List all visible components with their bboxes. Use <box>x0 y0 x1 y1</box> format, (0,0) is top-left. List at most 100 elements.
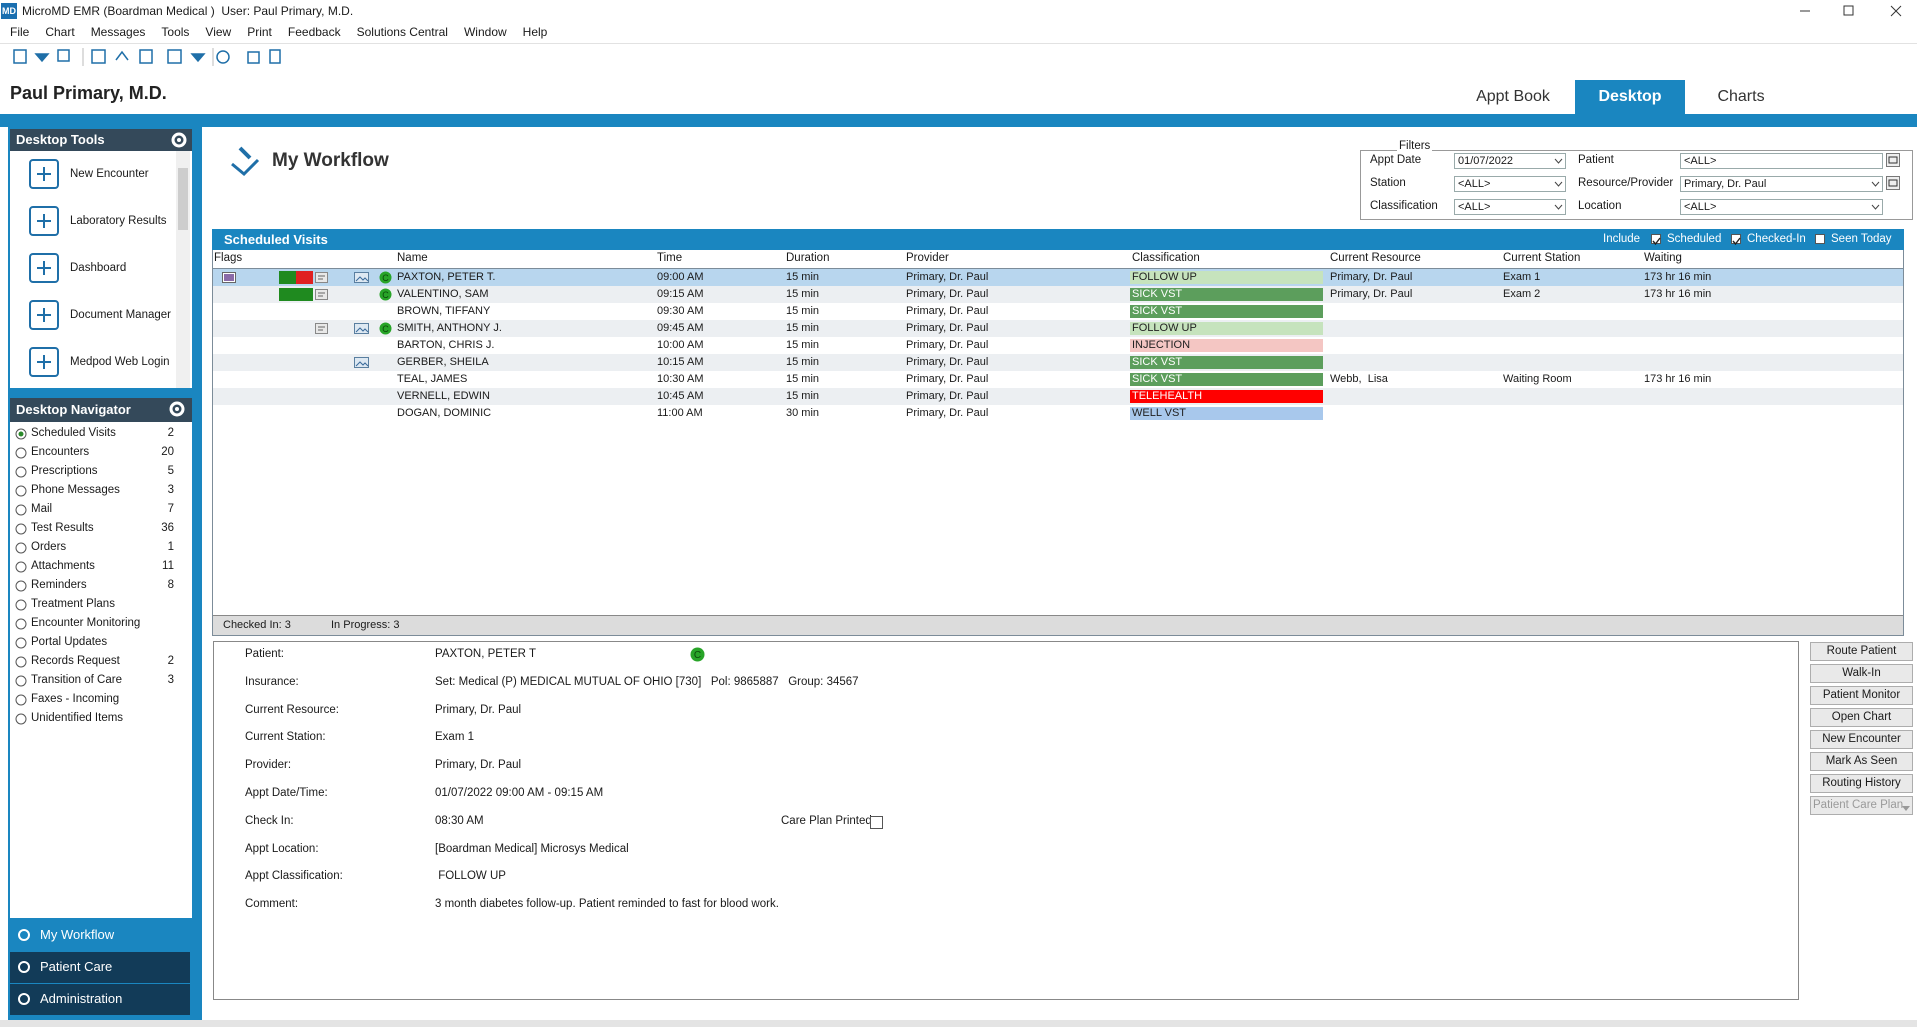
navigator-item[interactable]: Mail <box>31 503 53 515</box>
radio <box>15 675 27 687</box>
filter-field[interactable]: 01/07/2022 <box>1454 153 1566 169</box>
grid-cell: Primary, Dr. Paul <box>906 305 989 317</box>
tool-item[interactable]: Medpod Web Login <box>70 356 170 368</box>
navigator-item[interactable]: Scheduled Visits <box>31 427 116 439</box>
menu-item[interactable]: Print <box>247 25 272 39</box>
dropdown-arrow-graphic <box>1554 181 1563 187</box>
navigator-item[interactable]: Treatment Plans <box>31 598 115 610</box>
navigator-item[interactable]: Unidentified Items <box>31 712 124 724</box>
tool-icon <box>27 251 61 285</box>
grid-row[interactable] <box>213 371 1903 388</box>
classification-cell: SICK VST <box>1132 288 1183 300</box>
checkbox[interactable] <box>870 815 883 829</box>
action-button[interactable]: New Encounter <box>1810 730 1913 749</box>
column-header[interactable]: Name <box>397 252 428 264</box>
grid-row[interactable] <box>213 303 1903 320</box>
dropdown-arrow-graphic <box>1902 806 1910 811</box>
photo-icon-graphic <box>354 357 369 368</box>
grid-cell: Waiting Room <box>1503 373 1572 385</box>
menu-item[interactable]: Feedback <box>287 25 341 39</box>
care-plan-label: Care Plan Printed <box>781 814 872 827</box>
filter-field[interactable]: Primary, Dr. Paul <box>1680 176 1883 192</box>
grid-cell: 30 min <box>786 407 820 419</box>
navigator-item[interactable]: Phone Messages <box>31 484 120 496</box>
grid-cell: 15 min <box>786 339 820 351</box>
navigator-item[interactable]: Faxes - Incoming <box>31 693 120 705</box>
action-button[interactable]: Route Patient <box>1810 642 1913 661</box>
action-button[interactable]: Patient Monitor <box>1810 686 1913 705</box>
bottom-nav-item[interactable]: Patient Care <box>10 952 190 983</box>
tool-icon-graphic <box>29 159 59 189</box>
nav-tab[interactable]: Appt Book <box>1476 88 1550 105</box>
nav-icon-graphic <box>18 993 30 1005</box>
navigator-item[interactable]: Transition of Care <box>31 674 122 686</box>
bottom-nav-item[interactable]: Administration <box>10 984 190 1015</box>
menu-item[interactable]: View <box>205 25 232 39</box>
column-header[interactable]: Current Resource <box>1330 252 1421 264</box>
workflow-title: My Workflow <box>272 150 389 171</box>
tool-item[interactable]: New Encounter <box>70 168 149 180</box>
menu-item[interactable]: Tools <box>161 25 190 39</box>
grid-row[interactable] <box>213 286 1903 303</box>
nav-icon <box>16 991 32 1007</box>
header-rule <box>213 268 1903 269</box>
grid-row[interactable] <box>213 269 1903 286</box>
navigator-item[interactable]: Encounters <box>31 446 90 458</box>
navigator-item[interactable]: Encounter Monitoring <box>31 617 141 629</box>
column-header[interactable]: Time <box>657 252 683 264</box>
action-button[interactable]: Walk-In <box>1810 664 1913 683</box>
radio <box>15 694 27 706</box>
navigator-item[interactable]: Records Request <box>31 655 120 667</box>
menu-item[interactable]: Solutions Central <box>356 25 448 39</box>
grid-row[interactable] <box>213 388 1903 405</box>
menu-item[interactable]: Window <box>463 25 507 39</box>
tool-item[interactable]: Laboratory Results <box>70 215 167 227</box>
nav-tab[interactable]: Charts <box>1717 88 1765 105</box>
navigator-count: 2 <box>167 655 174 667</box>
grid-row[interactable] <box>213 354 1903 371</box>
filter-field[interactable]: <ALL> <box>1454 176 1566 192</box>
action-button[interactable]: Open Chart <box>1810 708 1913 727</box>
dropdown-arrow-graphic <box>1554 158 1563 164</box>
filter-field[interactable]: <ALL> <box>1680 153 1883 169</box>
menu-item[interactable]: Help <box>522 25 548 39</box>
tool-item[interactable]: Document Manager <box>70 309 171 321</box>
column-header[interactable]: Duration <box>786 252 830 264</box>
column-header[interactable]: Current Station <box>1503 252 1581 264</box>
navigator-item[interactable]: Test Results <box>31 522 94 534</box>
note-icon <box>315 323 328 334</box>
menu-item[interactable]: Messages <box>90 25 146 39</box>
checkbox[interactable] <box>1651 234 1661 246</box>
navigator-item[interactable]: Prescriptions <box>31 465 98 477</box>
radio <box>15 466 27 478</box>
column-header[interactable]: Provider <box>906 252 949 264</box>
column-header[interactable]: Classification <box>1132 252 1200 264</box>
header-band <box>0 114 1917 127</box>
navigator-item[interactable]: Reminders <box>31 579 87 591</box>
radio-graphic <box>15 713 27 725</box>
tool-item[interactable]: Dashboard <box>70 262 127 274</box>
navigator-item[interactable]: Orders <box>31 541 67 553</box>
menu-item[interactable]: File <box>10 25 30 39</box>
gear-icon-graphic <box>171 132 187 148</box>
navigator-count: 20 <box>161 446 174 458</box>
bottom-nav-item[interactable]: My Workflow <box>10 920 190 951</box>
navigator-item[interactable]: Attachments <box>31 560 95 572</box>
action-button[interactable]: Mark As Seen <box>1810 752 1913 771</box>
filter-field[interactable]: <ALL> <box>1680 199 1883 215</box>
grid-row[interactable] <box>213 320 1903 337</box>
grid-row[interactable] <box>213 337 1903 354</box>
column-header[interactable]: Waiting <box>1644 252 1682 264</box>
nav-tab[interactable]: Desktop <box>1575 80 1685 114</box>
checkbox[interactable] <box>1731 234 1741 246</box>
action-button[interactable]: Routing History <box>1810 774 1913 793</box>
grid-cell: 15 min <box>786 322 820 334</box>
checkbox[interactable] <box>1815 234 1825 244</box>
lookup-button-graphic <box>1886 153 1900 167</box>
grid-row[interactable] <box>213 405 1903 422</box>
column-header[interactable]: Flags <box>214 252 243 264</box>
filter-field[interactable]: <ALL> <box>1454 199 1566 215</box>
navigator-item[interactable]: Portal Updates <box>31 636 108 648</box>
radio <box>15 542 27 554</box>
menu-item[interactable]: Chart <box>45 25 75 39</box>
